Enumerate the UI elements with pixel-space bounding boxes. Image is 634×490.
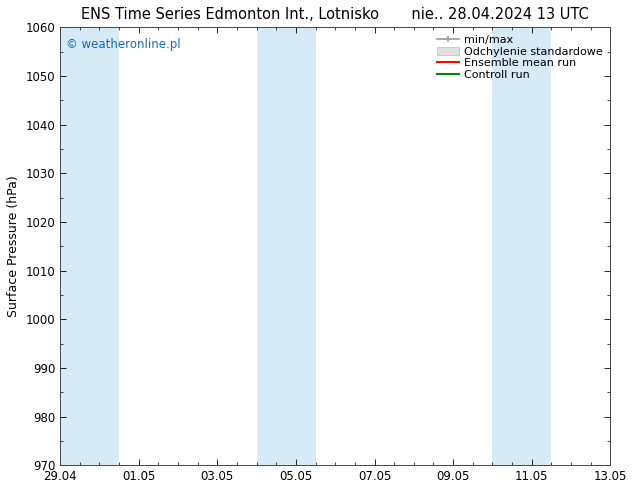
Bar xyxy=(493,27,552,465)
Title: ENS Time Series Edmonton Int., Lotnisko       nie.. 28.04.2024 13 UTC: ENS Time Series Edmonton Int., Lotnisko … xyxy=(81,7,589,22)
Bar xyxy=(257,27,316,465)
Y-axis label: Surface Pressure (hPa): Surface Pressure (hPa) xyxy=(7,175,20,317)
Bar xyxy=(60,27,119,465)
Text: © weatheronline.pl: © weatheronline.pl xyxy=(65,38,180,51)
Legend: min/max, Odchylenie standardowe, Ensemble mean run, Controll run: min/max, Odchylenie standardowe, Ensembl… xyxy=(435,33,605,82)
